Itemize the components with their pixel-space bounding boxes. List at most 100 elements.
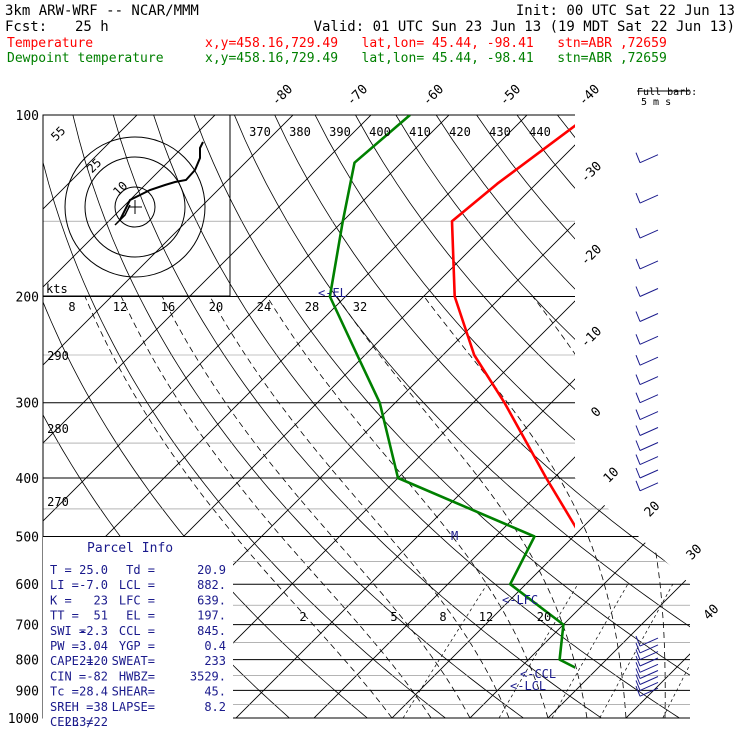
wind-barb [639,260,659,270]
dry-adiabat [516,115,690,718]
wind-barb [639,676,659,685]
wind-speed-tick: 32 [353,300,367,314]
hodograph-ring-middle [84,156,186,258]
hodograph-cross [128,200,142,214]
mixing-ratio-label: 2 [299,610,306,624]
parcel-info-cell: CIN = [50,669,86,683]
dry-adiabat [355,115,690,718]
wind-speed-tick: 28 [305,300,319,314]
wind-barb-flag [635,662,641,673]
parcel-info-cell: T = [50,563,72,577]
parcel-info-cell: 3529. [190,669,226,683]
parcel-info-cell: Td = [126,563,155,577]
wind-barb-flag [635,355,641,366]
isotherm [378,115,690,718]
isotherm [300,115,690,718]
hodograph-ring-outer [64,136,206,278]
parcel-info-cell: 197. [197,609,226,623]
wind-barb-flag [635,454,641,465]
hodograph-ring-label-10: 10 [110,179,130,199]
parcel-info-cell: Tc = [50,685,79,699]
wind-barb [639,644,659,654]
theta-left-label: 280 [47,422,69,436]
wind-barb [639,637,659,647]
parcel-info-cell: 233 [204,654,226,668]
dry-adiabat [597,115,690,718]
isotherm [43,115,463,718]
parcel-info-rows: T = 25.0 Td = 20.9 LI = -7.0 LCL = 882. K = 23 LFC… [50,563,226,729]
moist-adiabat [656,296,690,718]
wind-speed-tick: 24 [257,300,271,314]
isotherm-label: -80 [269,82,296,109]
hodograph-kts-label: kts [46,282,68,296]
parcel-info-cell: 3.04 [79,639,108,653]
parcel-info-cell: 38 [94,700,108,714]
parcel-info-cell: CCL = [119,624,155,638]
wind-barb-flag [635,655,641,667]
isotherm [43,115,385,718]
parcel-info-cell: 8.2 [204,700,226,714]
model-title: 3km ARW-WRF -- NCAR/MMM [5,3,199,19]
init-time: Init: 00 UTC Sat 22 Jun 13 [516,3,735,19]
pressure-tick-label: 400 [16,472,39,487]
parcel-info-cell: TT = [50,609,79,623]
wind-barb-flag [635,258,641,270]
hodograph-trace [119,141,204,221]
theta-label: 430 [489,125,511,139]
wind-barb-flag [635,686,641,697]
isotherm [691,102,740,731]
wind-barb [639,154,659,164]
isotherm-label: 30 [684,542,706,564]
isotherm [43,115,541,718]
parcel-info-cell: LFC = [119,593,155,607]
wind-barb-flag [635,680,641,691]
wind-barb [639,456,659,466]
parcel-info-cell: CELL = [50,715,93,729]
parcel-info-title: Parcel Info [87,541,173,556]
parcel-info-cell: 28.4 [79,685,108,699]
wind-speed-tick: 8 [68,300,75,314]
dry-adiabat [153,115,690,718]
wind-barb [639,469,659,479]
dry-adiabat [234,115,690,718]
mixing-ratio-label: 5 [390,610,397,624]
wind-barb [639,288,659,297]
theta-label: 390 [329,125,351,139]
parcel-info-cell: EL = [126,609,155,623]
wind-speed-ticks: 8 12 16 20 24 28 32 [68,300,367,314]
hodograph-trace-low [114,204,131,226]
dry-adiabat [43,115,463,718]
parcel-info-cell: -2.3 [79,624,108,638]
wind-barb [639,482,659,492]
mixing-ratio-line [551,584,629,718]
wind-barb-flag [635,467,641,479]
wind-speed-tick: 12 [113,300,127,314]
forecast-hour: 25 h [75,19,109,35]
wind-barb-flag [635,334,641,345]
wind-barb [639,657,659,667]
hodograph-frame [42,114,231,297]
theta-left-label: 270 [47,495,69,509]
wind-barb-flag [635,311,641,322]
parcel-info-cell: 0.4 [204,639,226,653]
parcel-info-cell: CAPE = [50,654,93,668]
mixing-ratio-label: 8 [439,610,446,624]
parcel-info-cell: 51 [94,609,108,623]
theta-label: 400 [369,125,391,139]
pressure-tick-label: 700 [16,619,39,634]
parcel-info-cell: 882. [197,578,226,592]
wind-barb [639,313,659,322]
dewpoint-line [328,115,575,669]
parcel-info-cell: 845. [197,624,226,638]
wind-barb-flag [635,425,641,436]
pressure-tick-label: 100 [16,109,39,124]
isotherm [43,115,229,718]
isotherm [43,115,151,718]
valid-time: Valid: 01 UTC Sun 23 Jun 13 (19 MDT Sat … [314,19,735,35]
dry-adiabat [557,115,690,718]
hodograph-inset: 55 25 10 kts [42,114,231,297]
isotherm-label: 0 [588,404,604,420]
parcel-info-cell: SREH = [50,700,93,714]
dry-adiabat [435,115,690,718]
pressure-tick-label: 600 [16,578,39,593]
